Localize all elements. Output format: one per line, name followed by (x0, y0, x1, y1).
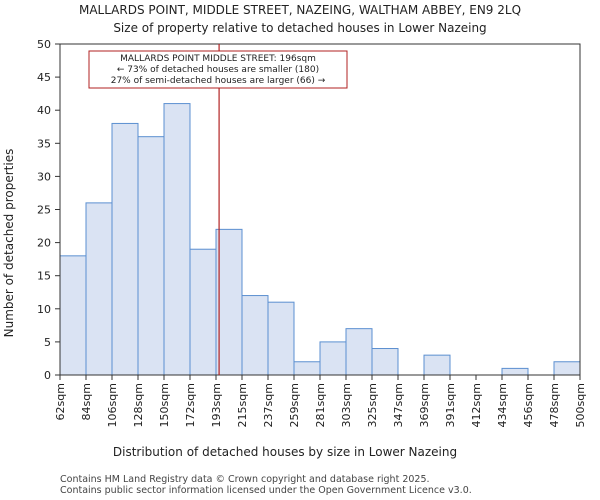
bar-281sqm (319, 341, 347, 376)
y-tick-label: 45 (37, 71, 51, 84)
y-tick-label: 0 (44, 369, 51, 382)
x-tick-label: 62sqm (54, 383, 67, 420)
y-tick-label: 20 (37, 237, 51, 250)
y-axis: 0 5 10 15 20 25 30 35 40 45 50 (37, 38, 60, 382)
x-tick-label: 347sqm (392, 383, 405, 427)
x-tick-label: 128sqm (132, 383, 145, 427)
bar-62sqm (59, 255, 87, 376)
x-tick-label: 412sqm (470, 383, 483, 427)
bar-434sqm (501, 367, 529, 376)
bar-150sqm (163, 103, 191, 376)
x-tick-label: 259sqm (288, 383, 301, 427)
x-tick-label: 84sqm (80, 383, 93, 420)
chart-subtitle: Size of property relative to detached ho… (113, 21, 486, 35)
bar-215sqm (241, 295, 269, 376)
x-tick-label: 237sqm (262, 383, 275, 427)
x-tick-label: 150sqm (158, 383, 171, 427)
y-tick-label: 10 (37, 303, 51, 316)
y-tick-label: 40 (37, 104, 51, 117)
x-axis: 62sqm 84sqm 106sqm 128sqm 150sqm 172sqm 193sqm… (54, 375, 587, 427)
bar-259sqm (293, 361, 321, 376)
plot-frame (59, 43, 581, 376)
x-tick-label: 215sqm (236, 383, 249, 427)
bar-369sqm (423, 354, 451, 376)
x-tick-label: 434sqm (496, 383, 509, 427)
y-tick-label: 30 (37, 170, 51, 183)
bars (59, 103, 581, 376)
y-tick-label: 5 (44, 336, 51, 349)
x-tick-label: 500sqm (574, 383, 587, 427)
y-axis-title: Number of detached properties (2, 149, 16, 338)
bar-325sqm (371, 348, 399, 376)
annotation-frame (88, 50, 348, 89)
x-tick-label: 369sqm (418, 383, 431, 427)
annotation-line-3: 27% of semi-detached houses are larger (… (111, 76, 326, 86)
footer-line-1: Contains HM Land Registry data © Crown c… (60, 474, 430, 485)
annotation-line-1: MALLARDS POINT MIDDLE STREET: 196sqm (120, 54, 316, 64)
x-tick-label: 106sqm (106, 383, 119, 427)
y-tick-label: 25 (37, 204, 51, 217)
x-tick-label: 281sqm (314, 383, 327, 427)
y-tick-label: 35 (37, 137, 51, 150)
x-tick-label: 172sqm (184, 383, 197, 427)
x-axis-title: Distribution of detached houses by size … (113, 445, 457, 459)
x-tick-label: 325sqm (366, 383, 379, 427)
bar-193sqm (215, 228, 243, 376)
y-tick-label: 15 (37, 270, 51, 283)
chart-title: MALLARDS POINT, MIDDLE STREET, NAZEING, … (79, 3, 521, 17)
x-tick-label: 193sqm (210, 383, 223, 427)
bar-84sqm (85, 202, 113, 376)
bar-303sqm (345, 328, 373, 376)
y-tick-label: 50 (37, 38, 51, 51)
x-tick-label: 478sqm (548, 383, 561, 427)
bar-106sqm (111, 122, 139, 376)
annotation-line-2: ← 73% of detached houses are smaller (18… (117, 65, 319, 75)
bar-128sqm (137, 136, 165, 376)
bar-478sqm (553, 361, 581, 376)
footer-line-2: Contains public sector information licen… (60, 485, 472, 496)
x-tick-label: 456sqm (522, 383, 535, 427)
x-tick-label: 391sqm (444, 383, 457, 427)
bar-172sqm (189, 248, 217, 376)
bar-237sqm (267, 301, 295, 376)
annotation-box: MALLARDS POINT MIDDLE STREET: 196sqm ← 7… (88, 50, 348, 89)
x-tick-label: 303sqm (340, 383, 353, 427)
